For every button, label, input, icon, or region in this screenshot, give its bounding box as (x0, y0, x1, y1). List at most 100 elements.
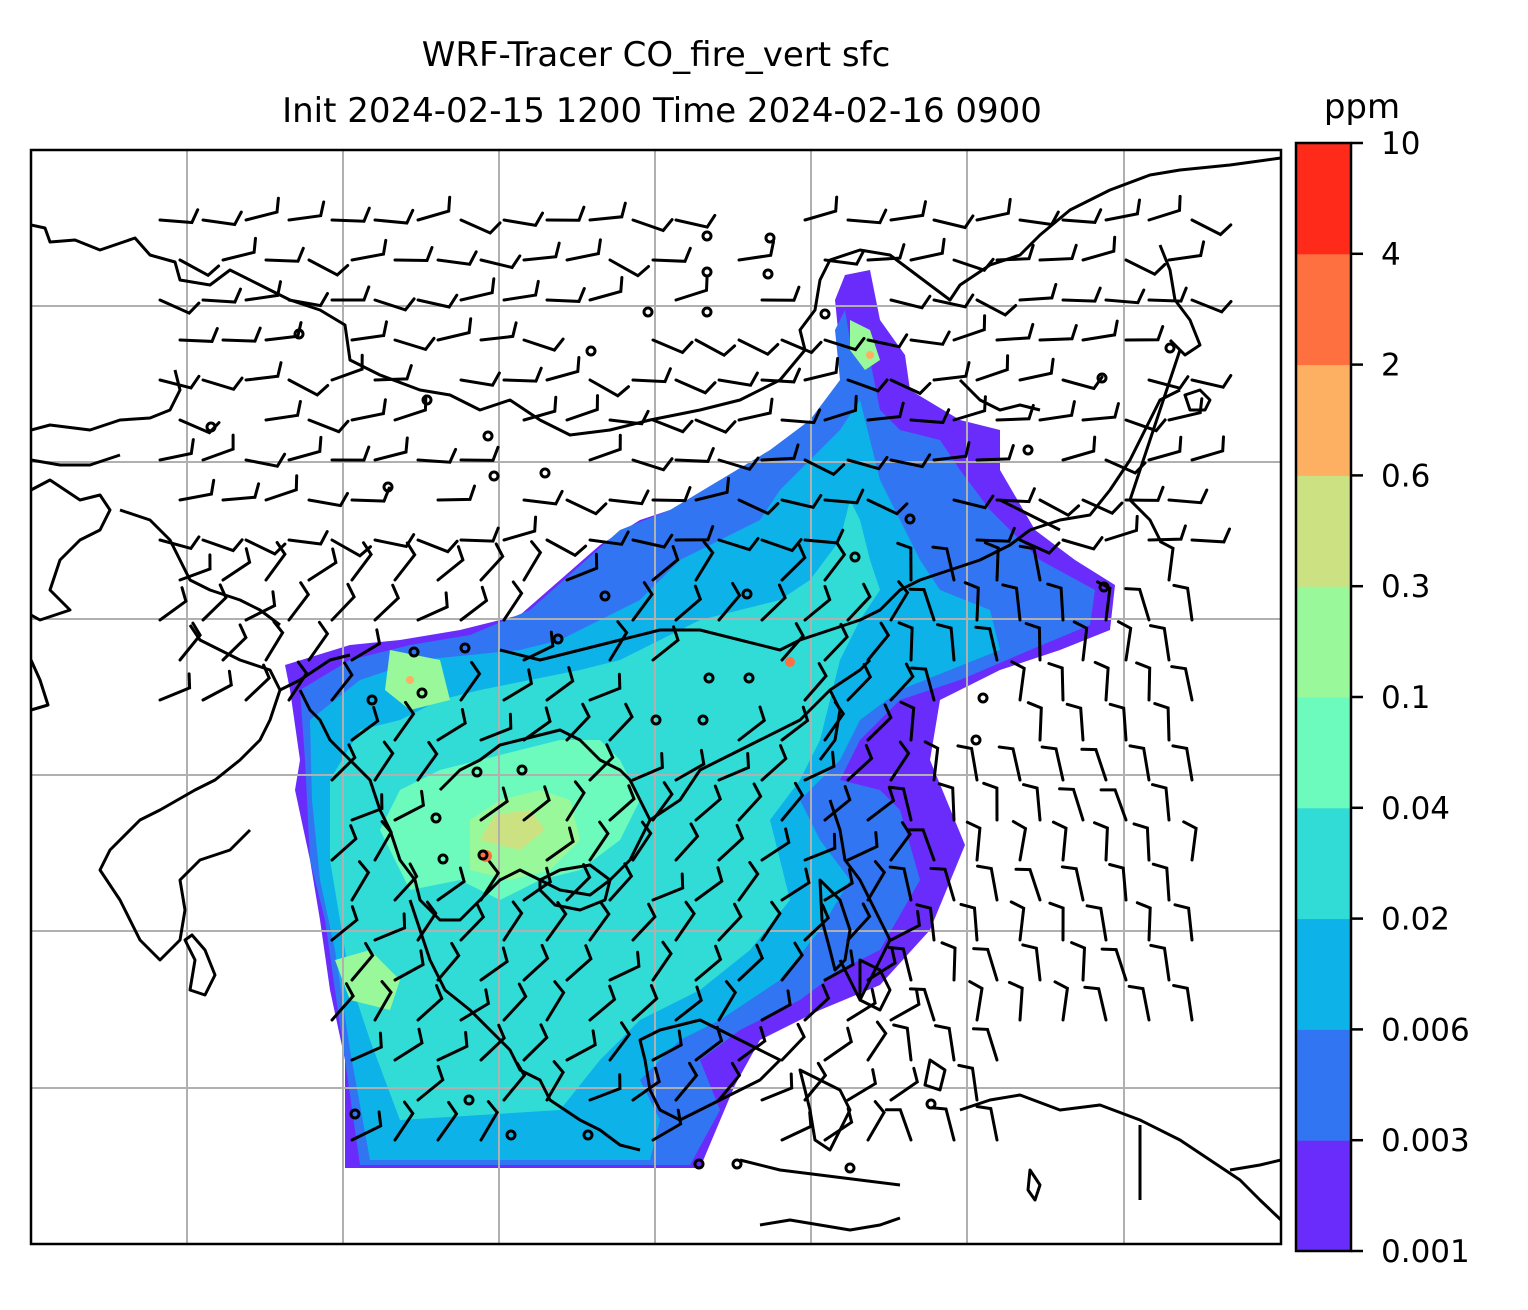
wind-barb (803, 458, 846, 477)
wind-barb (823, 868, 854, 902)
wind-barb (780, 622, 805, 662)
wind-barb (1153, 702, 1171, 742)
calm-marker (977, 692, 989, 704)
wind-barb (760, 367, 801, 384)
wind-barb (1172, 583, 1194, 622)
wind-barb (522, 489, 564, 506)
colorbar-segment (1296, 475, 1351, 587)
wind-barb (436, 941, 461, 982)
wind-barb (780, 705, 810, 742)
wind-barb (479, 321, 518, 342)
wind-barb (373, 740, 395, 782)
wind-barb (952, 494, 995, 510)
wind-barb (416, 984, 444, 1022)
wind-barb (866, 243, 906, 262)
wind-barb (264, 321, 303, 342)
wind-barb (350, 793, 384, 822)
wind-barb (975, 298, 1018, 317)
wind-barb (737, 338, 780, 357)
wind-barb (608, 620, 629, 662)
wind-barb (908, 587, 936, 622)
wind-barb (373, 980, 393, 1022)
wind-barb (1151, 783, 1171, 822)
wind-barb (846, 455, 889, 471)
wind-barb (350, 541, 373, 582)
wind-barb (221, 326, 262, 343)
wind-barb (416, 591, 449, 622)
wind-barb (436, 250, 478, 266)
wind-barb (823, 488, 865, 505)
wind-barb (1061, 286, 1102, 303)
wind-barb (459, 660, 482, 702)
wind-barb (1040, 745, 1065, 782)
wind-barb (178, 553, 212, 582)
wind-barb (393, 789, 426, 822)
calm-marker (205, 421, 217, 433)
wind-barb (1061, 536, 1104, 551)
wind-barb (459, 585, 489, 622)
wind-barb (393, 862, 419, 902)
wind-barb (588, 901, 611, 942)
wind-barb (221, 482, 261, 502)
wind-barb (674, 213, 717, 229)
wind-barb (896, 541, 913, 582)
wind-barb (1190, 218, 1233, 237)
wind-barb (350, 860, 371, 902)
wind-barb (479, 1100, 500, 1142)
wind-barb (803, 1061, 828, 1102)
wind-barb (889, 453, 932, 469)
wind-barb (889, 1066, 920, 1102)
wind-barb (932, 214, 975, 230)
wind-barb (1149, 624, 1171, 662)
colorbar-segment (1296, 586, 1351, 698)
calm-marker (849, 551, 861, 563)
wind-barb (737, 498, 780, 516)
wind-barb (502, 580, 524, 622)
wind-barb (1072, 620, 1089, 662)
wind-barb (416, 740, 439, 782)
wind-barb (608, 409, 650, 426)
wind-barb (588, 378, 630, 398)
wind-barb (803, 357, 840, 382)
wind-barb (717, 1061, 742, 1102)
wind-barb (1038, 243, 1078, 262)
wind-barb (393, 336, 436, 352)
wind-barb (350, 1031, 383, 1062)
calm-marker (430, 812, 442, 824)
wind-barb (1116, 620, 1133, 662)
wind-barb (651, 1029, 683, 1062)
wind-barb (760, 443, 800, 462)
wind-barb (158, 535, 201, 551)
colorbar-segment (1296, 364, 1351, 476)
colorbar-tick-label: 0.001 (1381, 1234, 1470, 1270)
wind-barb (1173, 903, 1194, 942)
wind-barb (717, 456, 760, 472)
wind-barb (393, 1100, 415, 1142)
wind-barb (780, 494, 823, 510)
wind-barb (674, 584, 703, 622)
colorbar-segment (1296, 143, 1351, 255)
wind-barb (737, 782, 763, 822)
wind-barb (545, 538, 588, 558)
calm-marker (416, 687, 428, 699)
wind-barb (522, 866, 553, 902)
wind-barb (1159, 540, 1175, 582)
calm-marker (701, 266, 713, 278)
wind-barb (1135, 661, 1152, 702)
wind-barb (997, 745, 1022, 782)
wind-barb (737, 397, 774, 422)
wind-barb (1001, 583, 1022, 622)
wind-barb (264, 474, 299, 502)
wind-barb (373, 297, 416, 312)
wind-barb (957, 1063, 979, 1102)
wind-barb (393, 541, 417, 582)
wind-barb (479, 1023, 506, 1062)
wind-barb (965, 820, 982, 862)
wind-barb (803, 750, 836, 782)
wind-barb (373, 436, 409, 462)
wind-barb (1124, 587, 1151, 622)
wind-barb (694, 866, 724, 902)
wind-barb (545, 666, 575, 702)
wind-barb (1099, 788, 1128, 822)
